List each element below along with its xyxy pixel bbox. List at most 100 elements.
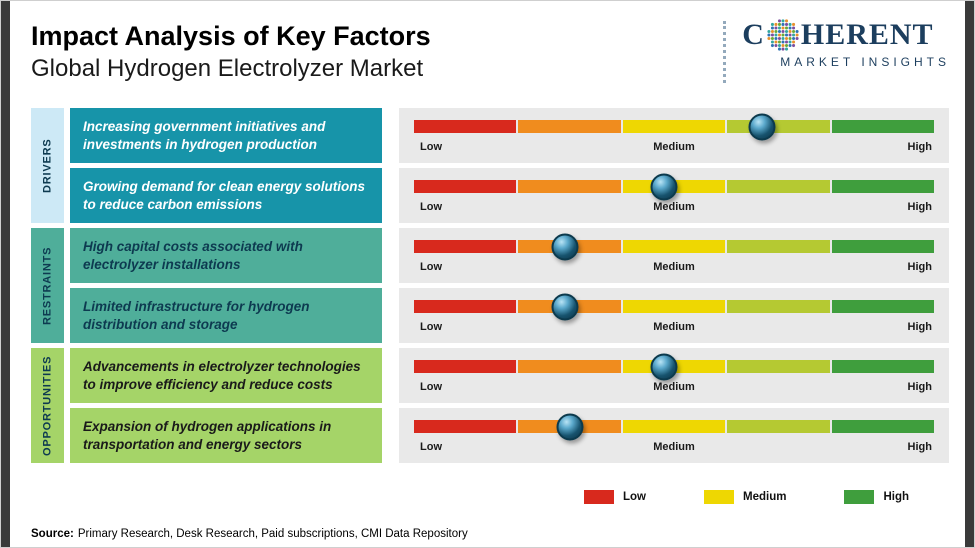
bar-segment <box>831 420 935 433</box>
factor-label: Growing demand for clean energy solution… <box>70 168 382 223</box>
scale-labels: Low Medium High <box>414 441 934 456</box>
bar-segment <box>727 180 830 193</box>
group-label-drivers: DRIVERS <box>31 108 64 223</box>
bar-track <box>414 293 935 320</box>
scale-label-low: Low <box>420 441 442 453</box>
bar-segment <box>414 420 517 433</box>
factor-label: High capital costs associated with elect… <box>70 228 382 283</box>
source-text: Primary Research, Desk Research, Paid su… <box>77 528 468 540</box>
impact-chart: DRIVERS Increasing government initiative… <box>31 108 949 468</box>
logo-letter-c: C <box>742 18 765 51</box>
bar-segment <box>622 300 726 313</box>
scale-labels: Low Medium High <box>414 381 934 396</box>
impact-marker <box>551 233 579 260</box>
factor-row: Expansion of hydrogen applications in tr… <box>70 408 949 463</box>
source-note: Source: Primary Research, Desk Research, … <box>31 528 468 540</box>
bar-segment <box>727 360 830 373</box>
scale-label-medium: Medium <box>653 261 695 273</box>
bar-segment <box>414 300 517 313</box>
bar-segment <box>622 420 726 433</box>
impact-bar-area: Low Medium High <box>399 228 949 283</box>
bar-segment <box>414 360 517 373</box>
scale-label-low: Low <box>420 141 442 153</box>
legend-item-high: High <box>844 490 909 504</box>
scale-label-low: Low <box>420 381 442 393</box>
legend-swatch-medium <box>704 490 734 504</box>
bar-segment <box>831 120 935 133</box>
scale-labels: Low Medium High <box>414 141 934 156</box>
logo-tagline: MARKET INSIGHTS <box>780 55 950 69</box>
factor-row: Growing demand for clean energy solution… <box>70 168 949 223</box>
bar-segment <box>622 240 726 253</box>
legend-label-medium: Medium <box>743 491 787 503</box>
factor-label: Expansion of hydrogen applications in tr… <box>70 408 382 463</box>
factor-row: High capital costs associated with elect… <box>70 228 949 283</box>
bar-segment <box>518 360 621 373</box>
bar-segment <box>414 180 517 193</box>
group-restraints: RESTRAINTS High capital costs associated… <box>31 228 949 343</box>
scale-labels: Low Medium High <box>414 321 934 336</box>
bar-track <box>414 173 935 200</box>
bar-segment <box>414 120 517 133</box>
scale-label-medium: Medium <box>653 381 695 393</box>
left-edge-bar <box>1 1 10 547</box>
scale-label-low: Low <box>420 261 442 273</box>
right-edge-bar <box>965 1 974 547</box>
logo-separator <box>723 21 726 83</box>
legend-item-medium: Medium <box>704 490 786 504</box>
impact-marker <box>748 113 776 140</box>
logo-globe-icon <box>767 19 799 51</box>
impact-marker <box>650 173 678 200</box>
scale-label-medium: Medium <box>653 201 695 213</box>
scale-label-low: Low <box>420 201 442 213</box>
group-rows-opportunities: Advancements in electrolyzer technologie… <box>70 348 949 463</box>
impact-marker <box>551 293 579 320</box>
scale-labels: Low Medium High <box>414 261 934 276</box>
group-label-opportunities: OPPORTUNITIES <box>31 348 64 463</box>
scale-labels: Low Medium High <box>414 201 934 216</box>
bar-segment <box>414 240 517 253</box>
group-opportunities: OPPORTUNITIES Advancements in electrolyz… <box>31 348 949 463</box>
group-label-restraints: RESTRAINTS <box>31 228 64 343</box>
scale-label-medium: Medium <box>653 141 695 153</box>
bar-segment <box>727 420 830 433</box>
legend-swatch-high <box>844 490 875 504</box>
bar-segment <box>831 360 935 373</box>
bar-segment <box>518 180 621 193</box>
brand-logo: C HERENT MARKET INSIGHTS <box>742 19 950 69</box>
factor-label: Increasing government initiatives and in… <box>70 108 382 163</box>
page-subtitle: Global Hydrogen Electrolyzer Market <box>31 55 424 83</box>
factor-label: Advancements in electrolyzer technologie… <box>70 348 382 403</box>
legend-label-high: High <box>883 491 910 503</box>
bar-segment <box>831 240 935 253</box>
bar-track <box>414 233 935 260</box>
bar-track <box>414 413 935 440</box>
scale-label-high: High <box>907 321 932 333</box>
group-rows-restraints: High capital costs associated with elect… <box>70 228 949 343</box>
bar-segment <box>727 120 830 133</box>
impact-marker <box>556 413 584 440</box>
scale-label-high: High <box>907 141 932 153</box>
bar-track <box>414 353 935 380</box>
legend: Low Medium High <box>584 490 909 504</box>
impact-bar-area: Low Medium High <box>399 408 949 463</box>
header: Impact Analysis of Key Factors Global Hy… <box>31 21 431 83</box>
scale-label-low: Low <box>420 321 442 333</box>
impact-bar-area: Low Medium High <box>399 168 949 223</box>
bar-track <box>414 113 935 140</box>
factor-row: Increasing government initiatives and in… <box>70 108 949 163</box>
impact-bar-area: Low Medium High <box>399 348 949 403</box>
logo-letters-rest: HERENT <box>800 18 934 51</box>
scale-label-high: High <box>907 261 932 273</box>
impact-bar-area: Low Medium High <box>399 288 949 343</box>
bar-segment <box>727 300 830 313</box>
legend-label-low: Low <box>623 491 646 503</box>
legend-item-low: Low <box>584 490 646 504</box>
group-rows-drivers: Increasing government initiatives and in… <box>70 108 949 223</box>
legend-swatch-low <box>584 490 614 504</box>
bar-segment <box>622 120 726 133</box>
page-title: Impact Analysis of Key Factors <box>31 21 431 51</box>
impact-bar-area: Low Medium High <box>399 108 949 163</box>
scale-label-high: High <box>907 201 932 213</box>
